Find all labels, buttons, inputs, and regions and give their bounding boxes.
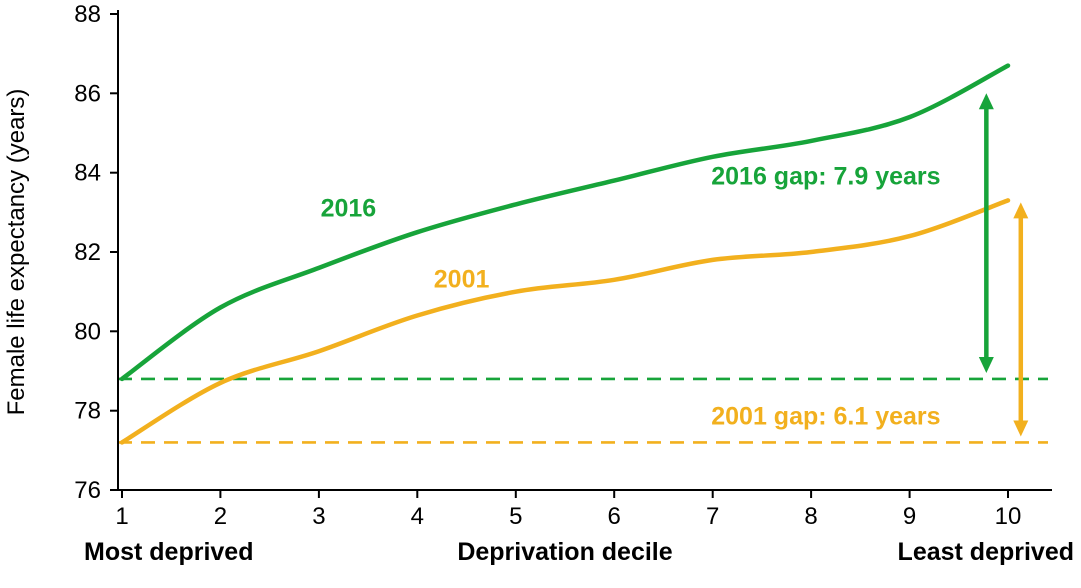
- x-tick-label: 7: [706, 503, 719, 530]
- gap-arrow-2016: [978, 93, 994, 373]
- gap-arrowhead-bottom-2016: [978, 357, 994, 373]
- y-tick-label: 82: [74, 239, 101, 266]
- series-label-2016: 2016: [321, 194, 377, 222]
- x-tick-label: 1: [115, 503, 128, 530]
- x-tick-label: 10: [995, 503, 1022, 530]
- y-tick-label: 80: [74, 318, 101, 345]
- y-tick-label: 88: [74, 1, 101, 28]
- gap-arrowhead-top-2001: [1013, 202, 1029, 219]
- x-tick-label: 9: [903, 503, 916, 530]
- gap-arrowhead-bottom-2001: [1013, 420, 1029, 437]
- x-tick-label: 6: [608, 503, 621, 530]
- x-tick-label: 2: [214, 503, 227, 530]
- series-label-2001: 2001: [434, 266, 490, 294]
- series-line-2001: [119, 198, 1011, 445]
- y-tick-label: 86: [74, 80, 101, 107]
- x-tick-label: 5: [509, 503, 522, 530]
- x-axis-title: Deprivation decile: [457, 538, 672, 566]
- gap-label-2001: 2001 gap: 6.1 years: [711, 403, 940, 431]
- x-caption-most-deprived: Most deprived: [84, 538, 253, 566]
- gap-arrow-2001: [1013, 202, 1029, 437]
- x-tick-label: 4: [411, 503, 424, 530]
- series-line-2016: [119, 63, 1011, 382]
- x-caption-least-deprived: Least deprived: [898, 538, 1074, 566]
- y-tick-label: 78: [74, 398, 101, 425]
- x-tick-label: 3: [312, 503, 325, 530]
- y-tick-label: 76: [74, 477, 101, 504]
- x-tick-label: 8: [804, 503, 817, 530]
- y-tick-label: 84: [74, 160, 101, 187]
- gap-arrowhead-top-2016: [978, 93, 994, 110]
- y-axis-title: Female life expectancy (years): [3, 89, 30, 416]
- gap-label-2016: 2016 gap: 7.9 years: [711, 163, 940, 191]
